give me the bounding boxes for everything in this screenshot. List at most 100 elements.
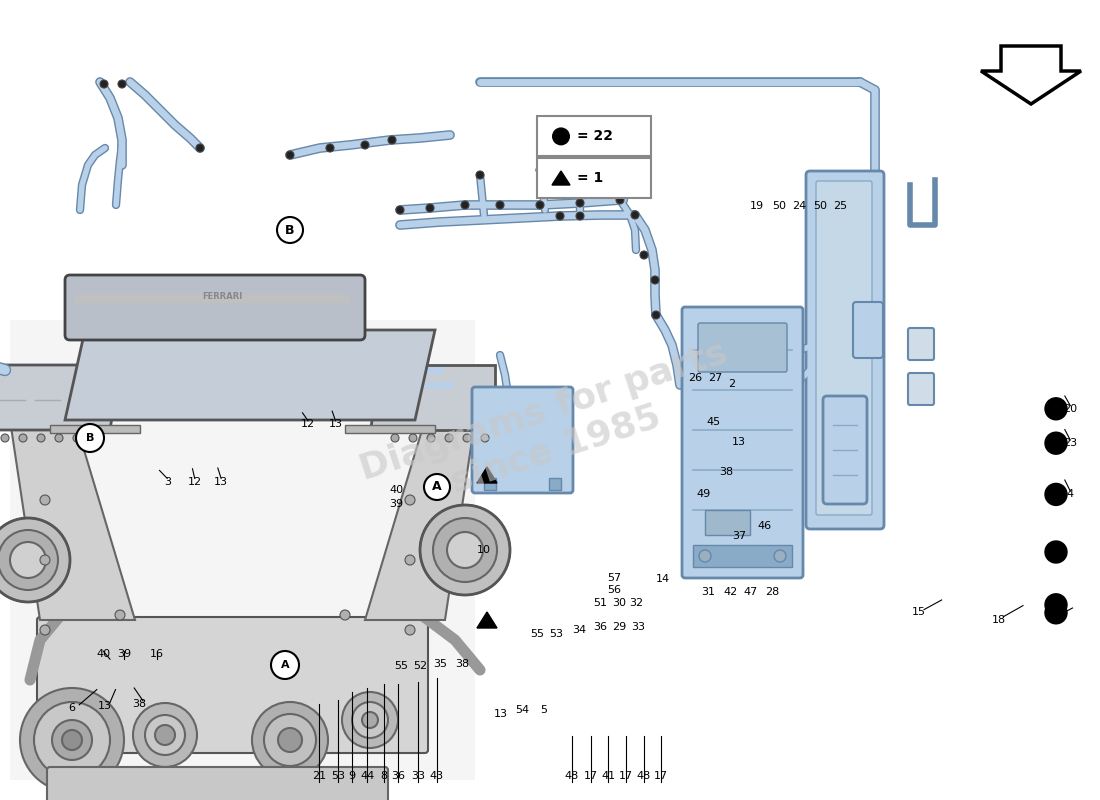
Text: 13: 13: [98, 701, 111, 710]
Text: 36: 36: [594, 622, 607, 632]
Text: 13: 13: [329, 419, 342, 429]
Circle shape: [62, 730, 82, 750]
Circle shape: [1045, 432, 1067, 454]
Circle shape: [133, 703, 197, 767]
Circle shape: [37, 434, 45, 442]
Text: 49: 49: [697, 489, 711, 498]
Circle shape: [536, 166, 544, 174]
FancyBboxPatch shape: [37, 617, 428, 753]
Circle shape: [651, 276, 659, 284]
FancyBboxPatch shape: [698, 323, 786, 372]
Text: 17: 17: [584, 771, 597, 781]
Circle shape: [427, 434, 434, 442]
Text: 37: 37: [733, 531, 746, 541]
Polygon shape: [10, 420, 135, 620]
Circle shape: [1045, 483, 1067, 506]
Circle shape: [616, 196, 624, 204]
Polygon shape: [477, 467, 497, 483]
FancyBboxPatch shape: [816, 181, 872, 515]
FancyBboxPatch shape: [908, 373, 934, 405]
Text: 39: 39: [118, 650, 131, 659]
Text: 4: 4: [1067, 490, 1074, 499]
FancyBboxPatch shape: [908, 328, 934, 360]
Circle shape: [388, 136, 396, 144]
Circle shape: [20, 688, 124, 792]
Circle shape: [396, 206, 404, 214]
Polygon shape: [65, 330, 434, 420]
Circle shape: [352, 702, 388, 738]
Text: 51: 51: [594, 598, 607, 608]
Circle shape: [774, 550, 786, 562]
Bar: [50, 425, 140, 433]
Text: 8: 8: [381, 771, 387, 781]
Text: 48: 48: [565, 771, 579, 781]
Text: 27: 27: [708, 373, 722, 382]
Text: 2: 2: [728, 379, 735, 389]
Circle shape: [405, 625, 415, 635]
Circle shape: [552, 127, 570, 146]
Circle shape: [40, 495, 49, 505]
Circle shape: [0, 530, 58, 590]
Circle shape: [277, 217, 302, 243]
Bar: [484, 478, 496, 490]
Text: 12: 12: [188, 477, 201, 486]
Bar: [345, 425, 434, 433]
Text: 55: 55: [530, 630, 543, 639]
Text: 57: 57: [607, 573, 620, 582]
Text: 28: 28: [766, 587, 779, 597]
Text: 35: 35: [433, 659, 447, 669]
Text: Diagrams for parts
since 1985: Diagrams for parts since 1985: [355, 336, 745, 524]
Circle shape: [286, 151, 294, 159]
Circle shape: [40, 625, 49, 635]
Text: 3: 3: [164, 477, 170, 486]
Circle shape: [116, 610, 125, 620]
Text: = 1: = 1: [578, 171, 603, 185]
Text: 25: 25: [834, 201, 847, 210]
Circle shape: [326, 144, 334, 152]
Circle shape: [476, 171, 484, 179]
Text: 13: 13: [214, 477, 228, 486]
Circle shape: [461, 201, 469, 209]
Text: 45: 45: [1049, 615, 1063, 625]
Text: 50: 50: [814, 201, 827, 210]
Circle shape: [342, 692, 398, 748]
Text: 53: 53: [331, 771, 344, 781]
Text: 40: 40: [389, 485, 403, 494]
Circle shape: [640, 251, 648, 259]
Text: FERRARI: FERRARI: [202, 292, 242, 301]
Text: 34: 34: [573, 625, 586, 634]
FancyBboxPatch shape: [823, 396, 867, 504]
Text: 45: 45: [707, 418, 721, 427]
Text: 19: 19: [750, 201, 763, 210]
Circle shape: [698, 550, 711, 562]
Circle shape: [1045, 594, 1067, 616]
Polygon shape: [981, 46, 1081, 104]
Text: 44: 44: [361, 771, 374, 781]
Text: 9: 9: [349, 771, 355, 781]
Circle shape: [10, 542, 46, 578]
Polygon shape: [370, 365, 495, 430]
Text: 30: 30: [613, 598, 626, 608]
Polygon shape: [0, 365, 120, 430]
Text: 15: 15: [912, 607, 925, 617]
Text: = 22: = 22: [578, 130, 613, 143]
FancyBboxPatch shape: [537, 116, 651, 157]
Circle shape: [1045, 398, 1067, 420]
Circle shape: [264, 714, 316, 766]
Text: 38: 38: [455, 659, 469, 669]
Circle shape: [91, 434, 99, 442]
Circle shape: [556, 212, 564, 220]
Text: 50: 50: [772, 201, 785, 210]
Circle shape: [361, 141, 368, 149]
Text: 32: 32: [629, 598, 642, 608]
Circle shape: [362, 712, 378, 728]
Text: 23: 23: [1064, 438, 1077, 448]
Circle shape: [631, 211, 639, 219]
Text: 10: 10: [477, 546, 491, 555]
Circle shape: [271, 651, 299, 679]
Text: B: B: [86, 433, 95, 443]
Circle shape: [252, 702, 328, 778]
Polygon shape: [477, 612, 497, 628]
Circle shape: [0, 518, 70, 602]
Text: 54: 54: [516, 705, 529, 714]
